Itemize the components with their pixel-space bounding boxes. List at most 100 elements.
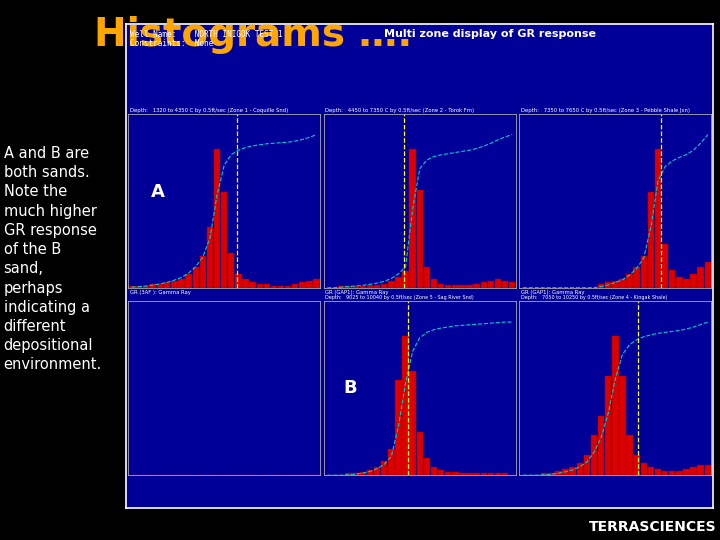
Bar bbox=[626, 435, 633, 475]
Bar bbox=[705, 465, 711, 475]
Bar bbox=[353, 286, 359, 288]
Bar bbox=[402, 271, 409, 288]
Bar bbox=[346, 474, 352, 475]
Bar bbox=[374, 285, 380, 288]
Bar bbox=[662, 244, 668, 288]
Text: Depth:   7350 to 7650 C by 0.5ft/sec (Zone 3 - Pebble Shale Jxn): Depth: 7350 to 7650 C by 0.5ft/sec (Zone… bbox=[521, 108, 690, 113]
Bar bbox=[445, 472, 451, 475]
Bar bbox=[662, 471, 668, 475]
Text: Depth:   7050 to 10250 by 0.5ft/sec (Zone 4 - Kingak Shale): Depth: 7050 to 10250 by 0.5ft/sec (Zone … bbox=[521, 295, 667, 300]
Bar bbox=[338, 286, 345, 288]
Bar bbox=[214, 148, 220, 288]
Bar bbox=[300, 282, 305, 288]
Bar bbox=[221, 192, 228, 288]
Bar bbox=[634, 455, 640, 475]
Bar bbox=[388, 449, 395, 475]
Bar bbox=[480, 474, 487, 475]
Bar bbox=[683, 469, 690, 475]
Bar bbox=[417, 431, 423, 475]
Bar bbox=[395, 380, 402, 475]
Bar bbox=[360, 472, 366, 475]
Text: A and B are
both sands.
Note the
much higher
GR response
of the B
sand,
perhaps
: A and B are both sands. Note the much hi… bbox=[4, 146, 102, 372]
Text: A: A bbox=[151, 183, 165, 201]
Bar bbox=[459, 474, 466, 475]
Bar bbox=[271, 286, 277, 288]
Bar bbox=[570, 467, 576, 475]
Bar bbox=[243, 279, 248, 288]
Bar bbox=[143, 286, 149, 288]
Bar bbox=[626, 274, 633, 288]
Bar bbox=[502, 281, 508, 288]
Bar bbox=[555, 471, 562, 475]
Bar bbox=[164, 282, 171, 288]
Bar bbox=[192, 267, 199, 288]
Text: Depth:   4450 to 7350 C by 0.5ft/sec (Zone 2 - Torok Fm): Depth: 4450 to 7350 C by 0.5ft/sec (Zone… bbox=[325, 108, 474, 113]
Bar bbox=[654, 148, 661, 288]
Text: Histograms ….: Histograms …. bbox=[94, 16, 412, 54]
Bar bbox=[619, 376, 626, 475]
Bar bbox=[676, 471, 683, 475]
Bar bbox=[388, 281, 395, 288]
Bar bbox=[495, 474, 501, 475]
Bar bbox=[669, 271, 675, 288]
Bar bbox=[541, 473, 547, 475]
Bar bbox=[402, 336, 409, 475]
Bar bbox=[634, 267, 640, 288]
Bar bbox=[548, 473, 554, 475]
Bar bbox=[179, 279, 185, 288]
Bar bbox=[346, 286, 352, 288]
Bar bbox=[676, 277, 683, 288]
Bar bbox=[135, 286, 142, 288]
Bar bbox=[423, 267, 430, 288]
Text: GR (3AF ): Gamma Ray: GR (3AF ): Gamma Ray bbox=[130, 291, 191, 295]
Bar bbox=[648, 467, 654, 475]
Bar bbox=[619, 279, 626, 288]
Bar bbox=[605, 376, 611, 475]
Bar bbox=[641, 256, 647, 288]
Bar bbox=[698, 465, 704, 475]
Text: Constraints:  None: Constraints: None bbox=[130, 39, 213, 49]
Bar bbox=[648, 192, 654, 288]
Bar bbox=[509, 282, 516, 288]
Bar bbox=[228, 253, 235, 288]
Bar bbox=[313, 279, 320, 288]
Bar bbox=[360, 286, 366, 288]
Bar bbox=[445, 285, 451, 288]
Bar bbox=[474, 284, 480, 288]
Text: Multi zone display of GR response: Multi zone display of GR response bbox=[384, 29, 596, 39]
Bar bbox=[353, 474, 359, 475]
Bar bbox=[452, 472, 459, 475]
Bar bbox=[683, 279, 690, 288]
Bar bbox=[381, 284, 387, 288]
Bar bbox=[264, 284, 270, 288]
Bar bbox=[502, 474, 508, 475]
Bar bbox=[186, 274, 192, 288]
Bar bbox=[410, 148, 416, 288]
Bar bbox=[577, 463, 583, 475]
Bar bbox=[562, 469, 569, 475]
Bar bbox=[157, 284, 163, 288]
Bar bbox=[438, 470, 444, 475]
Bar bbox=[417, 190, 423, 288]
Bar bbox=[285, 286, 292, 288]
Bar bbox=[423, 458, 430, 475]
Bar bbox=[431, 279, 437, 288]
Bar bbox=[199, 256, 206, 288]
Bar bbox=[452, 285, 459, 288]
Bar bbox=[467, 285, 473, 288]
Bar bbox=[612, 336, 618, 475]
Bar bbox=[480, 282, 487, 288]
Bar bbox=[306, 281, 312, 288]
Bar bbox=[612, 281, 618, 288]
Bar bbox=[641, 463, 647, 475]
Bar bbox=[598, 416, 604, 475]
Bar bbox=[431, 467, 437, 475]
Bar bbox=[690, 274, 697, 288]
Text: GR (GAP1): Gamma Ray: GR (GAP1): Gamma Ray bbox=[325, 291, 389, 295]
Bar bbox=[128, 286, 135, 288]
Bar bbox=[207, 227, 213, 288]
Bar bbox=[598, 284, 604, 288]
Bar bbox=[150, 284, 156, 288]
Bar bbox=[278, 286, 284, 288]
Bar bbox=[495, 279, 501, 288]
